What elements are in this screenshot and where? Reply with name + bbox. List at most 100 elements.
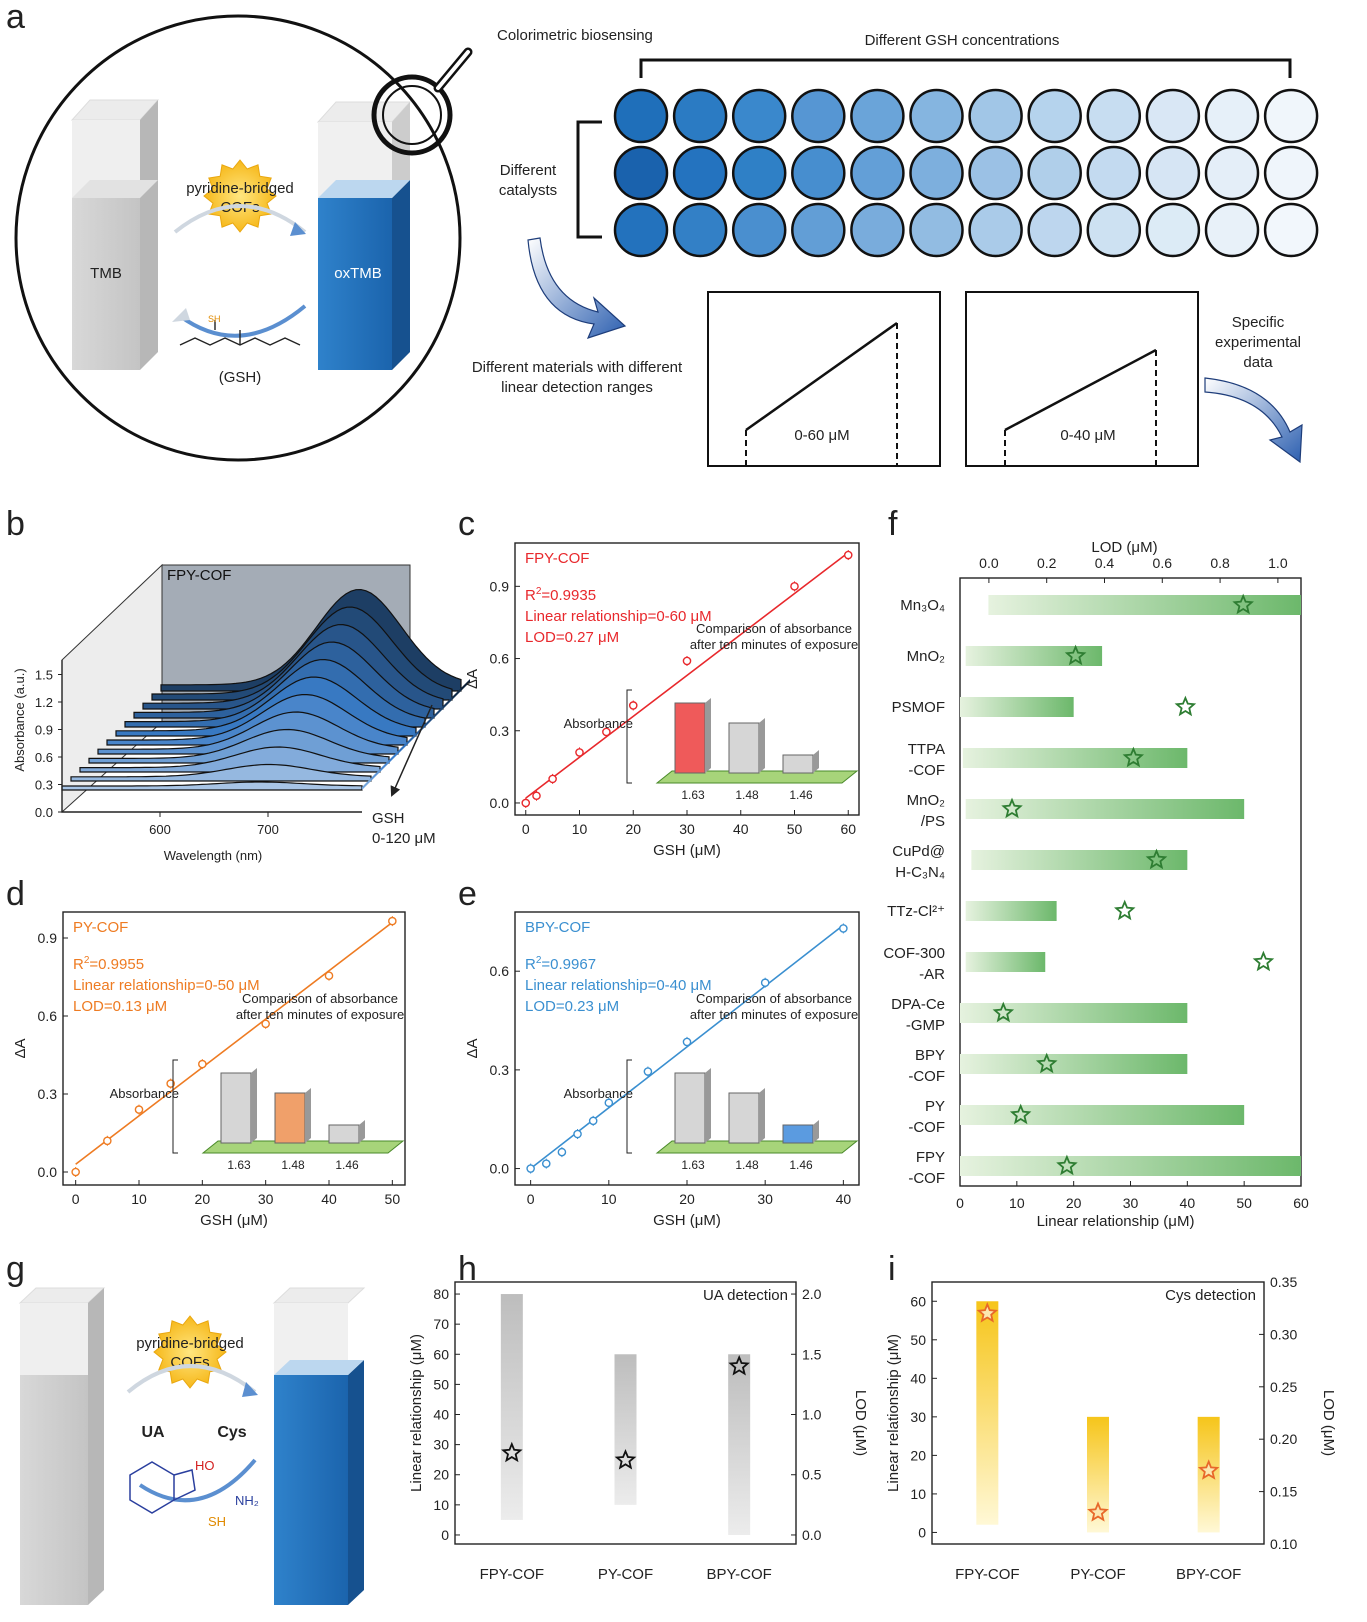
range-bar <box>976 1301 999 1525</box>
category-label: TTz-Cl²⁺ <box>887 903 945 920</box>
flow-arrow-right <box>1204 377 1303 464</box>
plate-well <box>1204 202 1260 258</box>
data-point <box>541 1159 551 1168</box>
panel-title: UA detection <box>703 1287 788 1304</box>
category-label: PY-COF <box>1070 1566 1125 1583</box>
panel-letter-i: i <box>888 1250 896 1288</box>
y-axis-label: Linear relationship (μM) <box>408 1334 425 1492</box>
y2-tick-label: 0.25 <box>1270 1379 1297 1395</box>
plate-well <box>968 88 1023 144</box>
plate-side-label: Different catalysts <box>499 162 557 199</box>
curve-edge <box>443 697 452 709</box>
inset-platform <box>655 1140 859 1154</box>
panel-letter-c: c <box>458 505 475 543</box>
y-axis-label: ΔA <box>12 1038 29 1058</box>
inset-title: Comparison of absorbance after ten minute… <box>690 991 858 1022</box>
y-axis-label: ΔA <box>464 1038 481 1058</box>
y-tick-label: 20 <box>433 1467 449 1483</box>
x-tick-label: 50 <box>385 1191 401 1207</box>
cys-nh2: NH₂ <box>235 1493 259 1508</box>
annotation-label: R2=0.9935 <box>525 586 596 604</box>
y-tick-label: 0.6 <box>490 651 510 667</box>
ranges-label: Different materials with different linear… <box>472 359 683 396</box>
inset-bar-label: 1.48 <box>281 1158 305 1172</box>
b-y-tick-label: 0.0 <box>35 805 53 820</box>
y-tick-label: 40 <box>910 1370 926 1386</box>
panel-letter-d: d <box>6 875 25 913</box>
vial-g-left-glass <box>20 1303 88 1375</box>
inset-bar-label: 1.48 <box>735 1158 759 1172</box>
plate-well <box>1086 202 1142 258</box>
y-tick-label: 60 <box>433 1346 449 1362</box>
cys-ho: HO <box>195 1458 215 1473</box>
y2-tick-label: 0.20 <box>1270 1431 1297 1447</box>
range-bar <box>988 595 1301 615</box>
plate-well <box>909 145 964 201</box>
ua-molecule <box>129 1461 175 1514</box>
x-tick-label: 30 <box>679 821 695 837</box>
range-box-1-label: 0-60 μM <box>794 427 849 444</box>
data-point <box>71 1167 80 1177</box>
category-label: H-C₃N₄ <box>895 864 945 881</box>
panel-b: FPY-COF 0.0 0.3 0.6 0.9 1.2 1.5 600 700 Wavelengt… <box>12 563 470 863</box>
curve-edge <box>425 715 434 727</box>
plate-well <box>1086 145 1142 201</box>
lod-star <box>1001 797 1023 819</box>
inset-bar-label: 1.46 <box>789 1158 813 1172</box>
plate-well <box>968 202 1023 258</box>
vial-g-right-liquid <box>274 1375 348 1605</box>
y-tick-label: 70 <box>433 1316 449 1332</box>
category-label: -GMP <box>906 1017 945 1034</box>
range-bar <box>965 901 1057 921</box>
arrow-upper-head <box>242 1382 258 1397</box>
x-tick-label: 20 <box>679 1191 695 1207</box>
y-tick-label: 0 <box>441 1527 449 1543</box>
lod-star <box>1035 1052 1058 1074</box>
panel-letter-a: a <box>6 0 25 36</box>
inset-bar-side <box>759 718 765 773</box>
y-tick-label: 0 <box>918 1524 926 1540</box>
plate-well <box>1204 88 1260 144</box>
inset-bar-side <box>359 1120 365 1143</box>
range-line-2 <box>1004 348 1157 432</box>
y-tick-label: 0.0 <box>490 1161 510 1177</box>
inset-bar <box>674 1072 706 1144</box>
inset-axis <box>626 689 632 784</box>
inset-title: Comparison of absorbance after ten minute… <box>690 621 858 652</box>
y2-axis-label: LOD (μM) <box>1320 1390 1337 1456</box>
inset-bar-side <box>813 750 819 773</box>
inset-bar-label: 1.63 <box>681 788 705 802</box>
data-point <box>526 1164 535 1173</box>
plate-well <box>850 145 905 201</box>
arrow-upper <box>173 204 307 234</box>
plate-well <box>731 88 787 144</box>
panel-title: PY-COF <box>73 919 128 936</box>
x-tick-label: 0 <box>527 1191 535 1207</box>
data-point <box>628 701 638 710</box>
data-point <box>790 582 799 591</box>
range-bar <box>965 799 1245 819</box>
absorbance-curve <box>70 763 372 782</box>
lod-star <box>1252 950 1275 972</box>
range-bar <box>960 697 1074 717</box>
range-bar <box>960 1156 1301 1176</box>
b-y-tick-label: 0.3 <box>35 778 53 793</box>
category-label: DPA-Ce <box>891 996 945 1013</box>
annotation-label: LOD=0.23 μM <box>525 998 619 1015</box>
range-bar <box>962 748 1188 768</box>
data-point <box>588 1116 598 1126</box>
category-label: MnO₂ <box>907 792 946 809</box>
y2-tick-label: 1.5 <box>802 1346 822 1362</box>
lod-star <box>614 1448 637 1470</box>
b-y-tick-label: 0.9 <box>35 723 53 738</box>
inset-platform <box>655 770 859 784</box>
vial-g-right-top <box>272 1287 366 1304</box>
annotation-label: LOD=0.27 μM <box>525 629 619 646</box>
plate-well <box>613 145 669 201</box>
plate-well <box>1086 88 1142 144</box>
data-point <box>643 1067 653 1076</box>
lod-star <box>1232 593 1255 615</box>
x-tick-label: 10 <box>131 1191 147 1207</box>
vial-left-side <box>140 100 158 370</box>
